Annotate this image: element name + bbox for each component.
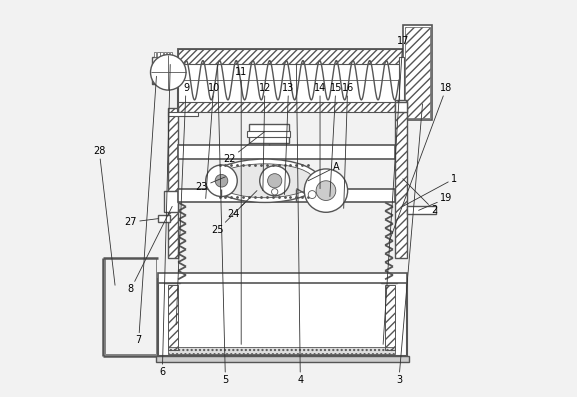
Bar — [403, 25, 432, 119]
Text: 22: 22 — [223, 131, 265, 164]
Bar — [178, 49, 403, 64]
Text: 7: 7 — [136, 76, 156, 345]
Bar — [405, 27, 430, 118]
Circle shape — [215, 174, 228, 187]
Bar — [399, 57, 404, 104]
Text: 10: 10 — [206, 83, 220, 198]
Bar — [249, 123, 288, 143]
Bar — [170, 52, 172, 57]
Text: 24: 24 — [227, 191, 257, 219]
Text: 16: 16 — [342, 83, 354, 208]
Text: 1: 1 — [403, 174, 457, 206]
Text: 11: 11 — [235, 67, 248, 344]
Bar — [159, 279, 407, 356]
Text: 25: 25 — [211, 202, 245, 235]
Text: 15: 15 — [329, 83, 342, 197]
Bar — [178, 102, 403, 112]
Circle shape — [304, 169, 347, 212]
Bar — [178, 145, 395, 159]
Bar — [395, 102, 407, 112]
Bar — [385, 285, 395, 350]
Text: A: A — [308, 162, 339, 181]
Text: 5: 5 — [218, 64, 228, 385]
Text: 4: 4 — [297, 64, 304, 385]
Bar — [163, 52, 166, 57]
Bar — [152, 57, 174, 84]
Text: 17: 17 — [383, 36, 409, 344]
Text: 8: 8 — [128, 206, 172, 294]
Bar — [168, 347, 395, 354]
Circle shape — [260, 166, 290, 196]
Bar — [160, 52, 163, 57]
Circle shape — [151, 55, 186, 90]
Bar — [168, 108, 178, 258]
Bar — [159, 274, 407, 283]
Bar — [167, 52, 169, 57]
Text: 18: 18 — [389, 83, 452, 242]
Circle shape — [308, 191, 316, 198]
Bar — [159, 215, 170, 222]
Bar — [105, 258, 156, 354]
Circle shape — [316, 181, 336, 200]
Circle shape — [268, 173, 282, 188]
Ellipse shape — [216, 164, 314, 198]
Bar — [407, 206, 436, 214]
Bar — [164, 276, 180, 283]
Bar — [156, 356, 409, 362]
Text: 3: 3 — [396, 104, 422, 385]
Bar — [157, 52, 160, 57]
Bar — [168, 112, 198, 116]
Bar — [395, 100, 407, 258]
Text: 2: 2 — [403, 179, 437, 215]
Bar — [168, 285, 178, 350]
Text: 9: 9 — [176, 83, 189, 325]
Bar — [178, 189, 395, 202]
Circle shape — [272, 189, 278, 195]
Text: 6: 6 — [159, 64, 170, 377]
Bar — [164, 191, 178, 212]
Text: 12: 12 — [258, 83, 271, 191]
Circle shape — [206, 165, 237, 197]
Text: 13: 13 — [282, 83, 295, 195]
Bar — [381, 276, 397, 283]
Bar — [178, 49, 403, 112]
Bar — [247, 131, 290, 137]
Text: 23: 23 — [196, 177, 226, 192]
Bar — [154, 52, 156, 57]
Text: 19: 19 — [418, 193, 452, 210]
Text: 27: 27 — [125, 217, 159, 227]
Text: 14: 14 — [314, 83, 326, 189]
Ellipse shape — [209, 159, 320, 202]
Text: 28: 28 — [93, 146, 115, 285]
